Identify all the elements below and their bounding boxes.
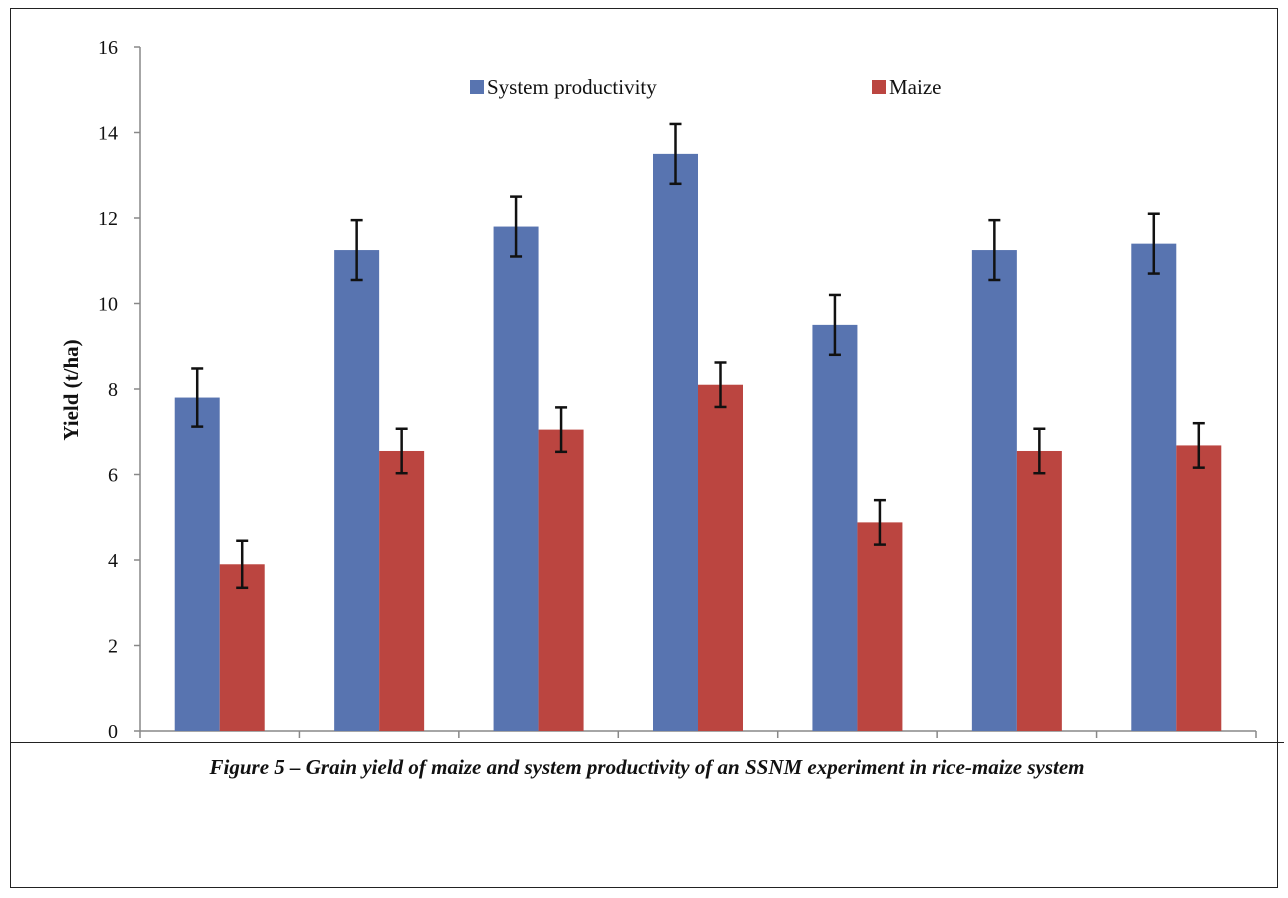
system-productivity-bar	[1131, 243, 1177, 731]
legend: System productivity Maize	[470, 75, 941, 99]
legend-label: Maize	[889, 75, 941, 99]
error-bar	[395, 427, 408, 475]
bar-chart: 0 2 4 6 8 10 12 14 16 Control with nofertilizerS…	[59, 37, 1257, 742]
y-tick-label: 0	[108, 721, 118, 742]
maize-bar	[1016, 450, 1062, 731]
maize-bar	[379, 450, 425, 731]
y-tick-label: 12	[98, 208, 118, 230]
error-bar	[1147, 212, 1160, 275]
error-bar	[1033, 427, 1046, 475]
legend-item-system-productivity: System productivity	[470, 75, 657, 99]
legend-swatch	[872, 80, 886, 94]
system-productivity-bar	[653, 153, 698, 731]
y-tick-label: 4	[108, 550, 118, 572]
error-bar	[873, 498, 886, 546]
error-bars	[191, 122, 1205, 590]
system-productivity-bar	[971, 250, 1017, 731]
system-productivity-bar	[812, 324, 858, 731]
error-bar	[988, 218, 1001, 282]
y-axis-label: Yield (t/ha)	[59, 339, 83, 440]
y-tick-label: 16	[98, 37, 118, 59]
y-tick-label: 2	[108, 636, 118, 658]
error-bar	[236, 539, 249, 590]
maize-bar	[698, 384, 743, 731]
error-bar	[350, 218, 363, 282]
error-bar	[510, 195, 523, 258]
y-tick-label: 10	[98, 294, 118, 316]
error-bar	[555, 406, 568, 454]
error-bar	[669, 122, 682, 186]
error-bar	[828, 293, 841, 357]
maize-bar	[857, 522, 903, 731]
system-productivity-bar	[493, 226, 539, 732]
y-tick-label: 8	[108, 379, 118, 401]
figure-caption: Figure 5 – Grain yield of maize and syst…	[209, 755, 1085, 779]
error-bar	[714, 361, 727, 409]
y-axis: 0 2 4 6 8 10 12 14 16	[98, 37, 141, 742]
error-bar	[1192, 421, 1205, 469]
x-axis: Control with nofertilizerStaterecommenda…	[139, 730, 1257, 738]
maize-bar	[538, 429, 584, 731]
error-bar	[191, 367, 204, 428]
bars	[174, 153, 1222, 732]
y-tick-label: 14	[98, 123, 118, 145]
legend-swatch	[470, 80, 484, 94]
legend-item-maize: Maize	[872, 75, 941, 99]
y-tick-label: 6	[108, 465, 118, 487]
system-productivity-bar	[174, 397, 220, 731]
legend-label: System productivity	[487, 75, 657, 99]
figure-frame	[10, 8, 1278, 888]
maize-bar	[219, 564, 265, 731]
system-productivity-bar	[334, 250, 380, 731]
caption-divider	[10, 742, 1284, 743]
maize-bar	[1176, 445, 1222, 731]
